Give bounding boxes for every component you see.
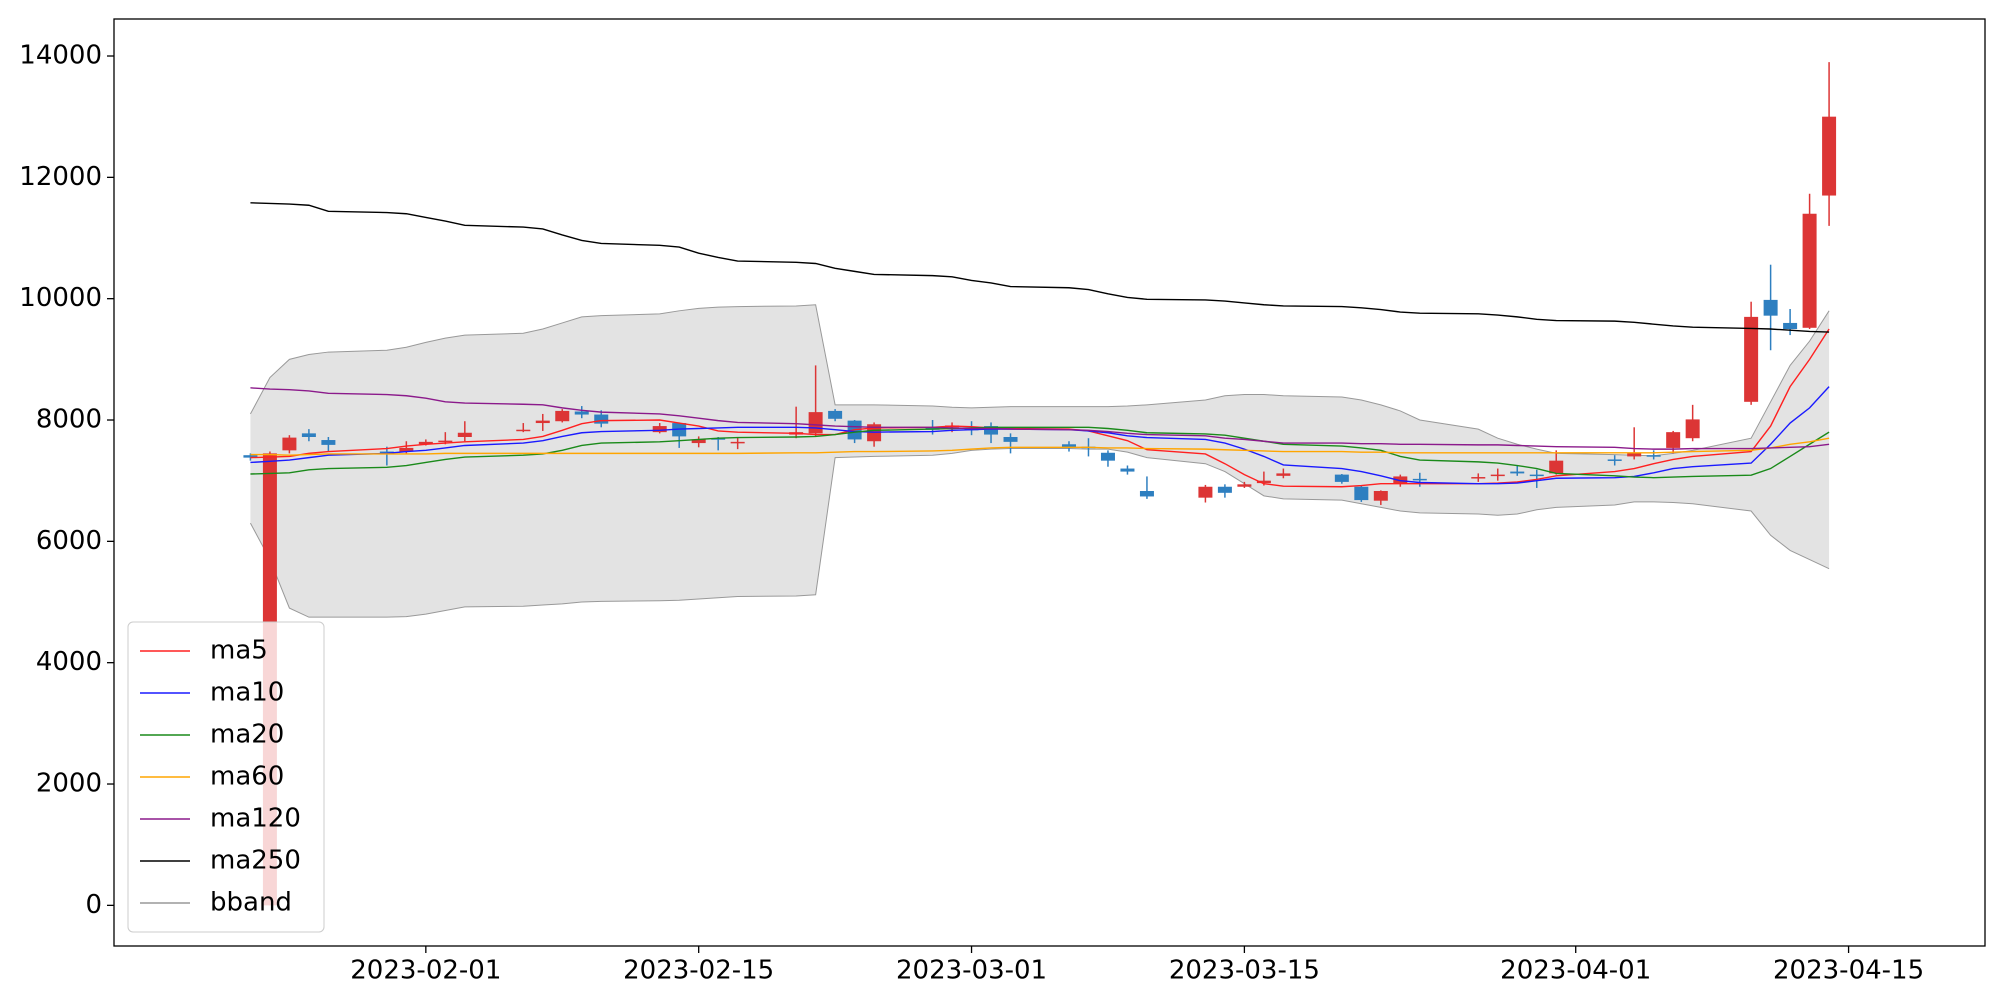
ma-line	[250, 437, 1830, 456]
candle-body	[984, 426, 999, 435]
candle-body	[730, 441, 745, 444]
candle-body	[1003, 436, 1018, 442]
candle-body	[1607, 459, 1622, 461]
y-tick-label: 6000	[36, 526, 102, 556]
x-tick-label: 2023-04-15	[1773, 956, 1924, 986]
band-fill	[250, 304, 1830, 618]
band-line	[249, 304, 1830, 457]
candle-body	[1334, 474, 1349, 482]
candle-body	[438, 440, 453, 443]
candle-body	[516, 429, 531, 432]
x-tick-label: 2023-02-15	[623, 956, 774, 986]
ma-line	[250, 202, 1830, 333]
y-tick-label: 4000	[36, 647, 102, 677]
candle-body	[828, 410, 843, 419]
candle-body	[711, 438, 726, 440]
y-tick-label: 10000	[19, 283, 102, 313]
candle-body	[321, 440, 336, 445]
legend-label: ma60	[210, 762, 284, 792]
candle-body	[399, 447, 414, 452]
candle-body	[1237, 484, 1252, 487]
ma-line	[250, 387, 1830, 450]
candle-body	[1685, 419, 1700, 439]
y-tick-label: 8000	[36, 405, 102, 435]
candle-body	[1100, 452, 1115, 461]
x-tick-label: 2023-03-15	[1169, 956, 1320, 986]
candle-body	[1256, 480, 1271, 484]
candle-body	[379, 451, 394, 454]
legend-box	[127, 621, 325, 933]
candle-body	[1139, 490, 1154, 497]
x-tick-label: 2023-04-01	[1500, 956, 1651, 986]
legend-label: ma20	[210, 720, 284, 750]
candle-body	[1627, 453, 1642, 457]
candle-body	[1646, 455, 1661, 457]
candle-body	[1412, 478, 1427, 481]
candle-body	[1373, 490, 1388, 501]
ma-line	[250, 426, 1830, 479]
candle-body	[1744, 316, 1759, 402]
band-line	[249, 448, 1830, 618]
candle-body	[457, 432, 472, 437]
candle-body	[1802, 213, 1817, 328]
x-tick-label: 2023-02-01	[350, 956, 501, 986]
legend-label: bband	[210, 888, 292, 918]
axes-frame	[113, 18, 1986, 947]
candle-body	[535, 420, 550, 424]
candle-body	[808, 412, 823, 434]
candle-body	[1763, 299, 1778, 316]
legend-label: ma250	[210, 846, 301, 876]
legend: ma5 ma10 ma20 ma60 ma120 ma250 bband	[127, 621, 325, 933]
candle-body	[691, 439, 706, 444]
candle-body	[1471, 477, 1486, 479]
y-tick-label: 0	[85, 890, 102, 920]
x-tick-label: 2023-03-01	[896, 956, 1047, 986]
candle-body	[301, 433, 316, 437]
legend-label: ma10	[210, 678, 284, 708]
candle-body	[1354, 486, 1369, 501]
candle-body	[1549, 460, 1564, 474]
candle-body	[243, 455, 258, 458]
plot-area	[243, 62, 1837, 906]
y-tick-label: 2000	[36, 769, 102, 799]
legend-label: ma5	[210, 636, 268, 666]
candle-body	[1198, 486, 1213, 498]
candle-body	[1061, 444, 1076, 448]
y-tick-label: 14000	[19, 41, 102, 71]
candle-body	[555, 410, 570, 422]
legend-label: ma120	[210, 804, 301, 834]
candle-body	[594, 414, 609, 424]
y-tick-label: 12000	[19, 162, 102, 192]
candle-body	[1666, 432, 1681, 448]
candle-body	[1529, 474, 1544, 477]
candle-body	[1120, 468, 1135, 472]
candle-body	[1490, 474, 1505, 477]
candle-body	[574, 411, 589, 415]
candle-body	[1822, 116, 1837, 196]
candle-body	[1510, 471, 1525, 474]
candle-body	[418, 441, 433, 445]
candle-body	[652, 426, 667, 433]
candle-body	[1217, 486, 1232, 493]
candle-body	[1783, 322, 1798, 330]
candle-body	[1276, 473, 1291, 476]
candle-body	[282, 437, 297, 451]
